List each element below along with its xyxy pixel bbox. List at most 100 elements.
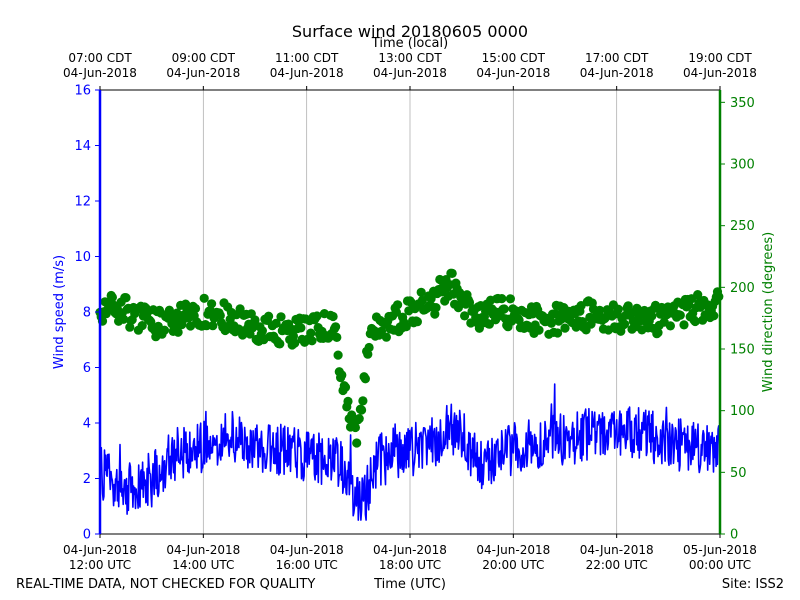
bottom-tick-time: 18:00 UTC bbox=[379, 558, 441, 572]
direction-point bbox=[550, 309, 560, 319]
direction-point bbox=[431, 303, 441, 313]
top-tick-time: 17:00 CDT bbox=[585, 51, 649, 65]
direction-point bbox=[393, 300, 403, 310]
direction-point bbox=[343, 396, 353, 406]
right-tick-label: 0 bbox=[730, 528, 738, 543]
direction-point bbox=[264, 311, 274, 321]
direction-point bbox=[275, 339, 285, 349]
direction-point bbox=[546, 318, 557, 328]
direction-point bbox=[207, 299, 217, 309]
bottom-tick-time: 22:00 UTC bbox=[586, 558, 648, 572]
bottom-tick-date: 04-Jun-2018 bbox=[580, 543, 654, 557]
bottom-tick-time: 16:00 UTC bbox=[276, 558, 338, 572]
direction-point bbox=[619, 319, 630, 329]
chart-title: Surface wind 20180605 0000 bbox=[292, 22, 528, 41]
bottom-tick-date: 04-Jun-2018 bbox=[373, 543, 447, 557]
direction-point bbox=[709, 311, 719, 321]
right-tick-label: 250 bbox=[730, 219, 755, 234]
direction-point bbox=[679, 320, 689, 330]
direction-point bbox=[121, 293, 131, 303]
footer-site: Site: ISS2 bbox=[722, 577, 784, 592]
direction-point bbox=[553, 328, 563, 338]
direction-point bbox=[416, 287, 426, 297]
direction-point bbox=[560, 323, 570, 333]
direction-point bbox=[391, 307, 401, 317]
direction-point bbox=[350, 422, 360, 433]
direction-point bbox=[107, 292, 117, 302]
direction-point bbox=[332, 332, 342, 342]
direction-point bbox=[199, 293, 209, 303]
direction-point bbox=[331, 322, 341, 332]
direction-point bbox=[159, 325, 170, 335]
bottom-tick-time: 14:00 UTC bbox=[172, 558, 234, 572]
direction-point bbox=[426, 294, 436, 304]
direction-point bbox=[499, 304, 509, 314]
right-axis-label: Wind direction (degrees) bbox=[761, 232, 776, 392]
direction-point bbox=[271, 318, 281, 328]
direction-point bbox=[401, 322, 411, 332]
direction-point bbox=[257, 326, 267, 336]
direction-point bbox=[690, 316, 700, 327]
right-tick-label: 350 bbox=[730, 96, 755, 111]
bottom-tick-time: 00:00 UTC bbox=[689, 558, 751, 572]
left-tick-label: 8 bbox=[83, 306, 91, 321]
direction-point bbox=[290, 338, 300, 348]
footer-quality-note: REAL-TIME DATA, NOT CHECKED FOR QUALITY bbox=[16, 577, 315, 592]
bottom-tick-date: 05-Jun-2018 bbox=[683, 543, 757, 557]
left-tick-label: 16 bbox=[74, 84, 91, 99]
direction-point bbox=[358, 396, 368, 406]
direction-point bbox=[364, 342, 374, 353]
direction-point bbox=[613, 304, 623, 314]
direction-point bbox=[693, 290, 703, 300]
direction-point bbox=[381, 332, 391, 342]
direction-point bbox=[460, 311, 470, 321]
right-tick-label: 300 bbox=[730, 158, 755, 173]
top-tick-date: 04-Jun-2018 bbox=[63, 66, 137, 80]
direction-point bbox=[137, 321, 147, 331]
direction-point bbox=[307, 336, 317, 346]
top-tick-time: 07:00 CDT bbox=[68, 51, 132, 65]
direction-series bbox=[95, 268, 724, 448]
bottom-tick-date: 04-Jun-2018 bbox=[63, 543, 137, 557]
direction-point bbox=[360, 374, 370, 384]
direction-point bbox=[119, 314, 129, 324]
direction-point bbox=[296, 323, 306, 333]
speed-line bbox=[99, 383, 721, 521]
bottom-tick-date: 04-Jun-2018 bbox=[270, 543, 344, 557]
left-tick-label: 0 bbox=[83, 528, 91, 543]
direction-point bbox=[173, 327, 183, 337]
right-tick-label: 50 bbox=[730, 466, 747, 481]
top-tick-time: 13:00 CDT bbox=[378, 51, 442, 65]
top-tick-date: 04-Jun-2018 bbox=[166, 66, 240, 80]
bottom-tick-date: 04-Jun-2018 bbox=[166, 543, 240, 557]
bottom-tick-time: 20:00 UTC bbox=[482, 558, 544, 572]
direction-point bbox=[497, 294, 507, 304]
direction-point bbox=[595, 305, 605, 315]
direction-point bbox=[250, 315, 260, 325]
top-axis-label: Time (local) bbox=[371, 36, 448, 51]
direction-point bbox=[653, 328, 663, 338]
right-tick-label: 200 bbox=[730, 281, 755, 296]
left-axis-label: Wind speed (m/s) bbox=[52, 255, 67, 369]
left-tick-label: 4 bbox=[83, 417, 91, 432]
direction-point bbox=[447, 268, 457, 278]
bottom-tick-time: 12:00 UTC bbox=[69, 558, 131, 572]
direction-point bbox=[190, 303, 201, 314]
direction-point bbox=[505, 294, 515, 304]
direction-point bbox=[340, 382, 351, 392]
top-tick-date: 04-Jun-2018 bbox=[580, 66, 654, 80]
left-tick-label: 2 bbox=[83, 472, 91, 487]
direction-point bbox=[208, 321, 218, 331]
right-tick-label: 150 bbox=[730, 343, 755, 358]
direction-point bbox=[647, 311, 657, 321]
direction-point bbox=[354, 414, 364, 424]
direction-point bbox=[347, 410, 357, 420]
left-tick-label: 10 bbox=[74, 250, 91, 265]
direction-point bbox=[665, 321, 676, 331]
speed-series bbox=[99, 383, 721, 521]
left-tick-label: 12 bbox=[74, 195, 91, 210]
direction-point bbox=[534, 325, 544, 335]
top-tick-time: 09:00 CDT bbox=[172, 51, 236, 65]
